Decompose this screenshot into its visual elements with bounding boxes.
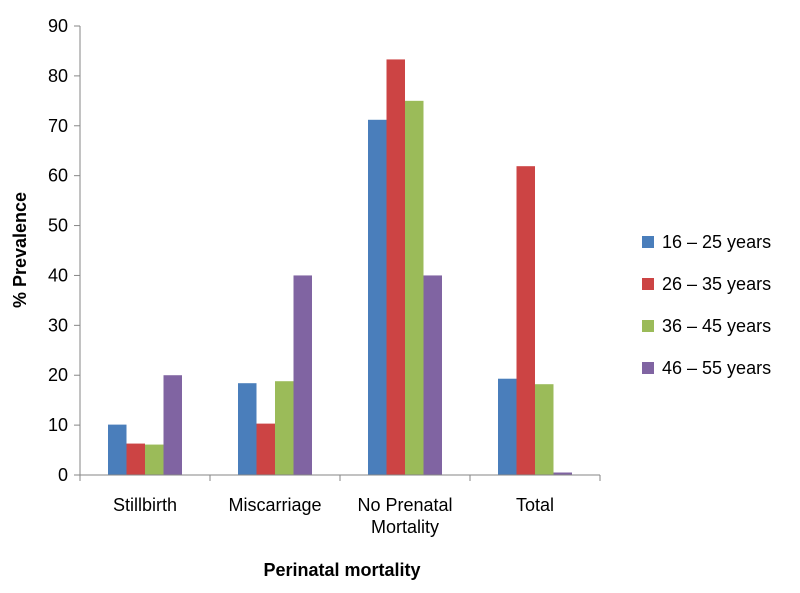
y-tick-label: 30 <box>48 315 68 335</box>
x-axis-title: Perinatal mortality <box>263 560 420 580</box>
legend-label: 36 – 45 years <box>662 316 771 336</box>
bar <box>145 444 164 475</box>
bar <box>256 423 275 475</box>
y-tick-label: 10 <box>48 415 68 435</box>
y-tick-label: 20 <box>48 365 68 385</box>
y-tick-label: 80 <box>48 66 68 86</box>
x-tick-label: No Prenatal Mortality <box>357 495 452 537</box>
x-axis-labels: Stillbirth Miscarriage No Prenatal Mortalit… <box>113 495 554 537</box>
x-tick-label: Stillbirth <box>113 495 177 515</box>
bar <box>238 383 257 475</box>
bar <box>275 381 294 475</box>
y-tick-label: 70 <box>48 116 68 136</box>
bar <box>535 384 554 475</box>
axes <box>74 25 601 481</box>
legend-label: 46 – 55 years <box>662 358 771 378</box>
legend-swatch <box>642 236 654 248</box>
bar <box>293 275 312 475</box>
bars <box>108 59 572 476</box>
legend-swatch <box>642 362 654 374</box>
bar <box>553 472 572 475</box>
legend-swatch <box>642 320 654 332</box>
bar <box>386 59 405 476</box>
legend: 16 – 25 years 26 – 35 years 36 – 45 years 4… <box>642 232 771 378</box>
bar <box>108 424 127 475</box>
bar <box>423 275 442 475</box>
bar <box>498 378 517 475</box>
y-tick-label: 0 <box>58 465 68 485</box>
x-tick-label: Miscarriage <box>228 495 321 515</box>
bar <box>163 375 182 475</box>
y-tick-label: 90 <box>48 16 68 36</box>
y-axis-title: % Prevalence <box>10 192 30 308</box>
x-tick-label: Total <box>516 495 554 515</box>
y-tick-label: 40 <box>48 265 68 285</box>
legend-label: 16 – 25 years <box>662 232 771 252</box>
bar <box>368 119 387 475</box>
y-tick-label: 50 <box>48 216 68 236</box>
legend-label: 26 – 35 years <box>662 274 771 294</box>
bar <box>516 166 535 475</box>
y-axis-ticks: 0 10 20 30 40 50 60 70 80 90 <box>48 16 68 485</box>
legend-swatch <box>642 278 654 290</box>
bar <box>126 443 145 475</box>
y-tick-label: 60 <box>48 166 68 186</box>
bar <box>405 100 424 475</box>
